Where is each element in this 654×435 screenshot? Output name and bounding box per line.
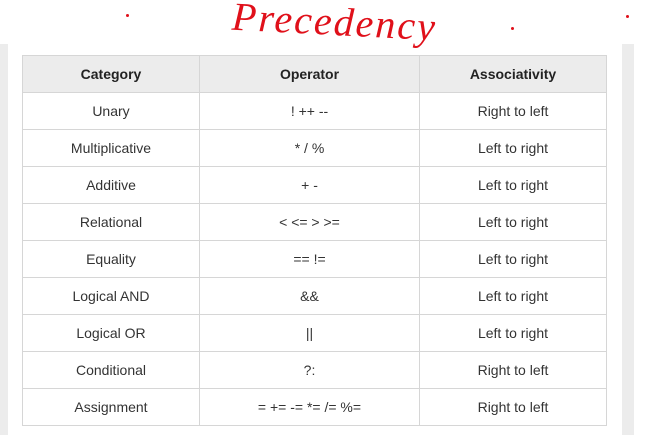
table-cell: Logical AND — [22, 277, 200, 315]
table-cell: || — [199, 314, 420, 352]
precedence-table: Category Operator Associativity Unary! ++ … — [22, 55, 607, 426]
table-cell: * / % — [199, 129, 420, 167]
table-cell: Left to right — [419, 240, 607, 278]
left-border — [0, 44, 8, 435]
table-row: Conditional?: Right to left — [22, 351, 607, 389]
table-cell: = += -= *= /= %= — [199, 388, 420, 426]
table-row: Relational < <= > >= Left to right — [22, 203, 607, 241]
table-cell: < <= > >= — [199, 203, 420, 241]
table-body: Unary! ++ -- Right to left Multiplicative *… — [22, 92, 607, 426]
header-row: Category Operator Associativity — [22, 55, 607, 93]
table-cell: Right to left — [419, 388, 607, 426]
table-cell: Assignment — [22, 388, 200, 426]
table-row: Unary! ++ -- Right to left — [22, 92, 607, 130]
table-cell: Logical OR — [22, 314, 200, 352]
table-cell: Left to right — [419, 166, 607, 204]
column-header: Category — [22, 55, 200, 93]
table-row: Multiplicative * / % Left to right — [22, 129, 607, 167]
table-cell: Right to left — [419, 351, 607, 389]
table-cell: Left to right — [419, 203, 607, 241]
column-header: Operator — [199, 55, 420, 93]
table-cell: Equality — [22, 240, 200, 278]
table-cell: Right to left — [419, 92, 607, 130]
table-cell: Left to right — [419, 314, 607, 352]
table-header: Category Operator Associativity — [22, 55, 607, 93]
handwritten-annotation: Precedency — [230, 0, 439, 50]
table-cell: + - — [199, 166, 420, 204]
right-border — [622, 44, 634, 435]
table-row: Additive + - Left to right — [22, 166, 607, 204]
table-row: Logical OR || Left to right — [22, 314, 607, 352]
table-row: Equality == != Left to right — [22, 240, 607, 278]
ink-dot — [511, 27, 514, 30]
table-row: Logical AND && Left to right — [22, 277, 607, 315]
table-cell: Left to right — [419, 277, 607, 315]
table-row: Assignment = += -= *= /= %= Right to left — [22, 388, 607, 426]
column-header: Associativity — [419, 55, 607, 93]
table-cell: Additive — [22, 166, 200, 204]
table-cell: ?: — [199, 351, 420, 389]
table-cell: == != — [199, 240, 420, 278]
ink-dot — [126, 14, 129, 17]
table-cell: ! ++ -- — [199, 92, 420, 130]
table-cell: && — [199, 277, 420, 315]
table-cell: Unary — [22, 92, 200, 130]
table-cell: Left to right — [419, 129, 607, 167]
table-cell: Conditional — [22, 351, 200, 389]
ink-dot — [626, 15, 629, 18]
table-cell: Multiplicative — [22, 129, 200, 167]
table-cell: Relational — [22, 203, 200, 241]
